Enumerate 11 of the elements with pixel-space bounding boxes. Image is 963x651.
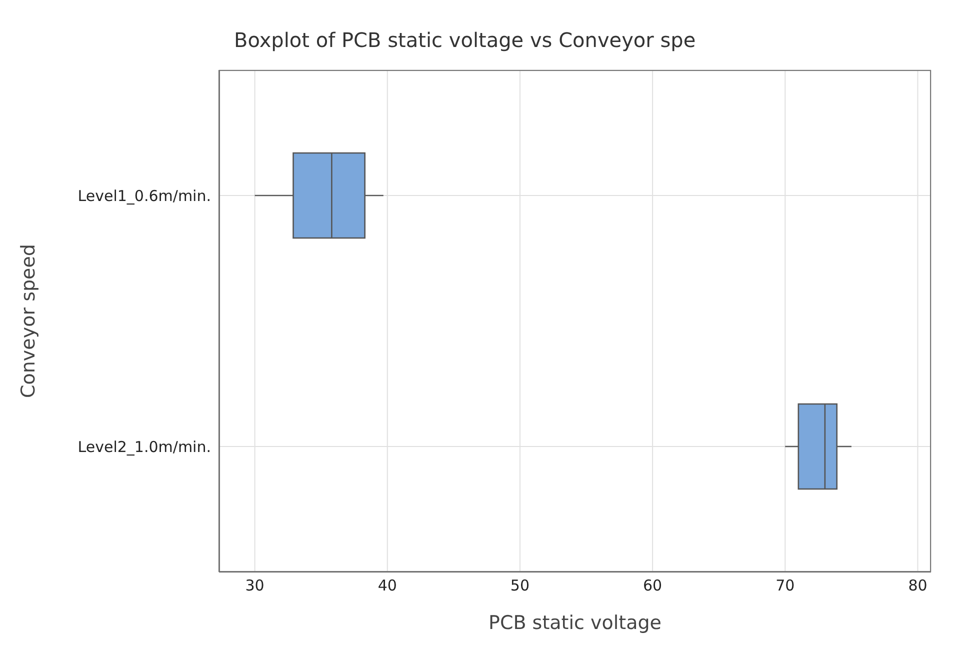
- x-tick-label: 80: [908, 576, 928, 595]
- chart-title: Boxplot of PCB static voltage vs Conveyor spe: [234, 28, 696, 52]
- y-tick-label: Level1_0.6m/min.: [78, 186, 211, 205]
- x-tick-label: 50: [510, 576, 530, 595]
- x-tick-label: 60: [643, 576, 662, 595]
- x-tick-label: 40: [378, 576, 397, 595]
- x-tick-label: 70: [776, 576, 795, 595]
- x-tick-label: 30: [245, 576, 264, 595]
- x-axis-title: PCB static voltage: [488, 612, 662, 634]
- y-axis-title: Conveyor speed: [18, 244, 40, 398]
- y-tick-label: Level2_1.0m/min.: [78, 438, 211, 456]
